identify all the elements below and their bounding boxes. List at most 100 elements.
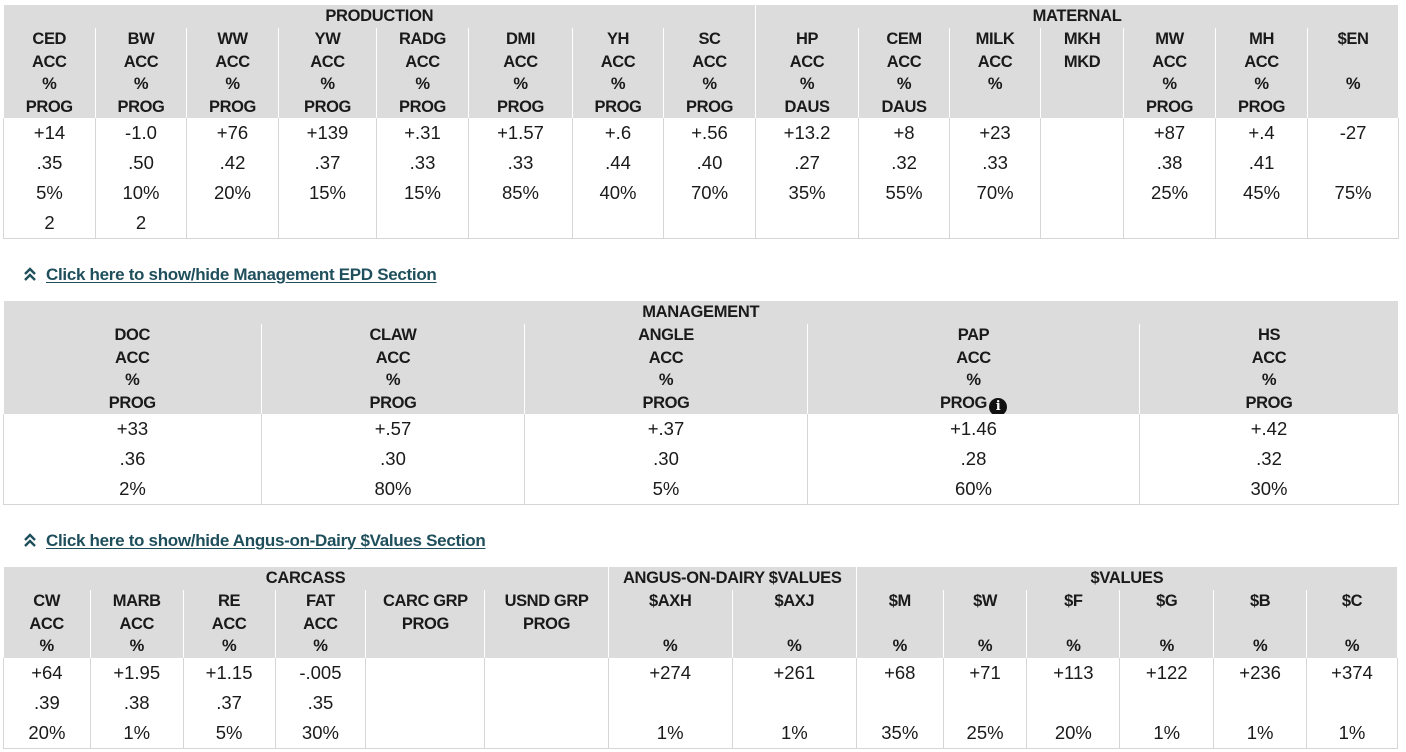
header-line: ACC [692,52,727,71]
carcass-values-table: CARCASS ANGUS-ON-DAIRY $VALUES $VALUES C… [3,567,1399,749]
column-header-dollar-w: $W% [943,590,1028,658]
column-values-dollar-en: -27 75% [1307,118,1400,239]
column-header-carc-grp: CARC GRP PROG [365,590,486,658]
value-cell [1308,148,1398,178]
value-cell: .37 [314,152,341,173]
value-cell: 1% [1338,721,1366,743]
header-line: % [513,75,528,93]
header-line: ACC [29,614,64,633]
header-line: % [799,75,815,93]
value-cell: 1% [1153,721,1181,743]
column-values-mw: +87 .38 25% [1123,118,1217,239]
value-cell: +76 [216,122,249,143]
header-line: ACC [31,52,67,71]
value-cell: +374 [1331,661,1373,683]
header-line: ACC [648,348,684,367]
header-line [1041,96,1123,119]
value-cell: .30 [653,448,679,469]
value-cell: .27 [794,152,820,173]
column-values-dollar-m: +68 35% [856,657,944,748]
header-line: PROG [940,393,987,412]
dollar-values-group-header: $VALUES [856,567,1399,590]
header-line: CW [33,592,60,610]
value-cell: 25% [1151,182,1189,203]
value-cell: 80% [374,478,412,499]
value-cell: .42 [219,152,246,173]
header-line: % [1261,371,1277,389]
value-cell: 35% [788,182,826,203]
value-cell: +.31 [404,122,441,143]
value-cell [664,208,755,238]
value-cell: -.005 [299,661,342,683]
value-cell: 70% [976,182,1014,203]
column-values-cw: +64 .39 20% [3,657,91,748]
value-cell: +87 [1153,122,1186,143]
value-cell: .30 [380,448,406,469]
column-values-re: +1.15 .37 5% [183,657,276,748]
value-cell [485,658,607,688]
value-cell: .38 [123,691,150,713]
header-line: ACC [600,52,636,71]
column-header-hs: HS ACC% PROG [1139,324,1399,414]
header-line: PROG [594,97,642,116]
column-values-dollar-axj: +261 1% [732,657,857,748]
header-line: $C [1341,592,1363,610]
value-cell: .35 [36,152,63,173]
value-cell [377,208,468,238]
value-cell: +23 [979,122,1011,143]
header-line: % [1344,637,1360,655]
header-line: MH [1249,30,1274,48]
header-line: DMI [505,30,536,48]
column-header-dollar-f: $F% [1026,590,1121,658]
header-line: % [702,75,717,93]
header-line: % [658,371,674,389]
value-cell [366,658,484,688]
header-line: ACC [956,348,991,367]
header-line [950,96,1040,119]
column-header-milk: MILK ACC% [949,28,1042,119]
column-header-angle: ANGLE ACC% PROG [524,324,808,414]
header-line [733,613,856,636]
header-line: ACC [405,52,440,71]
column-header-mh: MH ACC% PROG [1215,28,1309,118]
value-cell: 20% [213,182,252,203]
header-line: ACC [215,52,250,71]
management-group-header: MANAGEMENT [3,301,1399,324]
column-header-dmi: DMI ACC% PROG [468,28,573,118]
header-line [1041,73,1123,96]
header-line: PAP [957,326,990,344]
column-values-radg: +.31 .33 15% [376,118,469,239]
column-values-sc: +.56 .40 70% [663,118,757,239]
column-header-usnd-grp: USND GRP PROG [484,590,609,658]
column-header-yw: YW ACC% PROG [278,28,377,118]
header-line: SC [698,30,721,48]
value-cell: +64 [31,661,63,683]
header-line: % [313,637,328,655]
header-line: PROG [686,97,734,116]
header-line: PROG [304,97,351,116]
value-cell: +236 [1239,661,1281,683]
column-values-dollar-b: +236 1% [1213,657,1308,748]
value-cell: .32 [891,152,917,173]
header-line: % [385,371,401,389]
header-line: PROG [369,393,417,412]
header-line: PROG [1238,97,1286,116]
header-line: % [1345,75,1361,93]
header-line [485,635,607,658]
toggle-management-label: Click here to show/hide Management EPD S… [46,265,437,284]
value-cell [1307,688,1396,718]
toggle-management-section-link[interactable]: Click here to show/hide Management EPD S… [23,265,437,285]
value-cell: +.42 [1250,418,1288,439]
toggle-dairy-section-link[interactable]: Click here to show/hide Angus-on-Dairy $… [23,531,486,551]
header-line [1120,613,1212,636]
info-icon[interactable]: i [989,397,1007,414]
value-cell: +1.15 [205,661,253,683]
header-line: % [1162,75,1177,93]
value-cell [857,688,942,718]
header-line: PROG [1245,393,1293,412]
value-cell: +68 [884,661,916,683]
header-line: % [1159,637,1175,655]
value-cell: .39 [34,691,60,713]
carcass-group-header: CARCASS [3,567,609,590]
header-line: ACC [977,52,1013,71]
